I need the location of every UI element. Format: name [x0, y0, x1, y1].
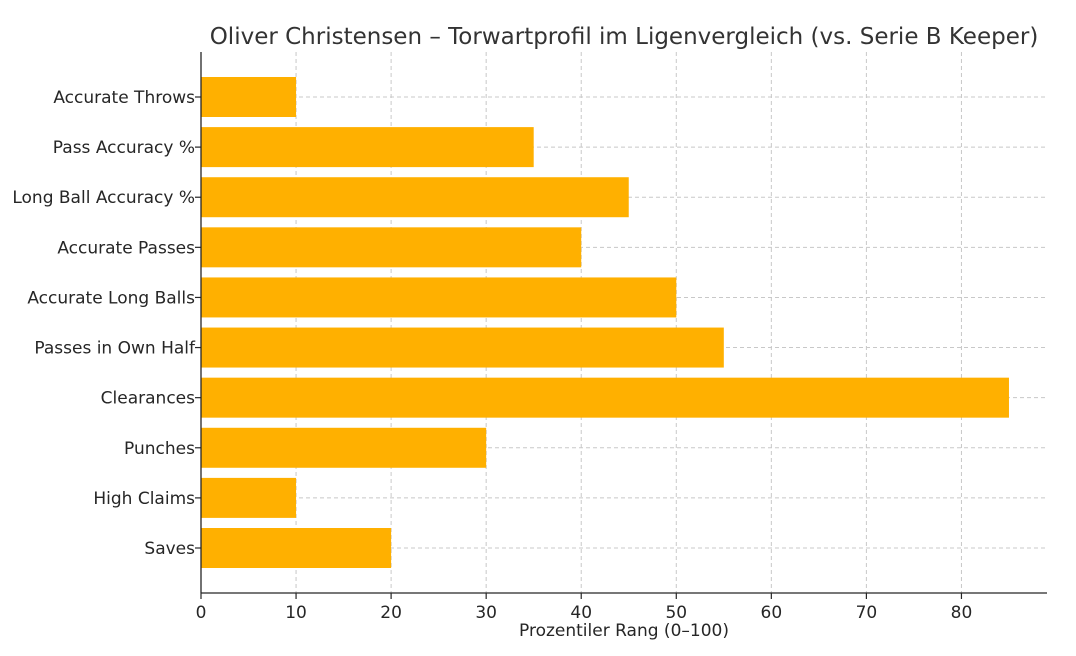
bars	[201, 77, 1009, 568]
bar	[201, 77, 297, 117]
bar	[201, 327, 724, 368]
x-tick-label: 70	[856, 603, 878, 623]
x-axis-label: Prozentiler Rang (0–100)	[519, 621, 729, 641]
y-tick-label: Clearances	[101, 389, 195, 409]
bar	[201, 127, 534, 168]
y-tick-label: Accurate Throws	[53, 88, 195, 108]
bar	[201, 528, 392, 568]
y-tick-label: Punches	[124, 439, 195, 459]
y-tick-label: High Claims	[93, 489, 195, 509]
y-tick-label: Accurate Long Balls	[27, 288, 195, 308]
x-tick-label: 50	[665, 603, 687, 623]
x-tick-label: 40	[570, 603, 592, 623]
y-tick-label: Saves	[144, 539, 195, 559]
x-tick-label: 30	[475, 603, 497, 623]
x-tick-label: 20	[380, 603, 402, 623]
y-tick-label: Accurate Passes	[57, 238, 195, 258]
bar	[201, 377, 1009, 418]
x-tick-label: 0	[196, 603, 207, 623]
y-tick-label: Passes in Own Half	[34, 339, 196, 359]
x-tick-label: 80	[951, 603, 973, 623]
x-ticks: 0 10 20 30 40 50 60 70 80	[196, 593, 973, 623]
bar	[201, 177, 629, 218]
chart-title: Oliver Christensen – Torwartprofil im Li…	[210, 24, 1039, 50]
bar	[201, 427, 487, 468]
axes	[200, 52, 1047, 594]
y-tick-label: Pass Accuracy %	[53, 138, 195, 158]
bar	[201, 277, 677, 318]
x-tick-label: 60	[761, 603, 783, 623]
bar	[201, 477, 297, 518]
y-tick-label: Long Ball Accuracy %	[12, 188, 195, 208]
x-tick-label: 10	[285, 603, 307, 623]
bar	[201, 227, 582, 268]
y-ticks: Accurate Throws Pass Accuracy % Long Ball …	[12, 88, 201, 559]
